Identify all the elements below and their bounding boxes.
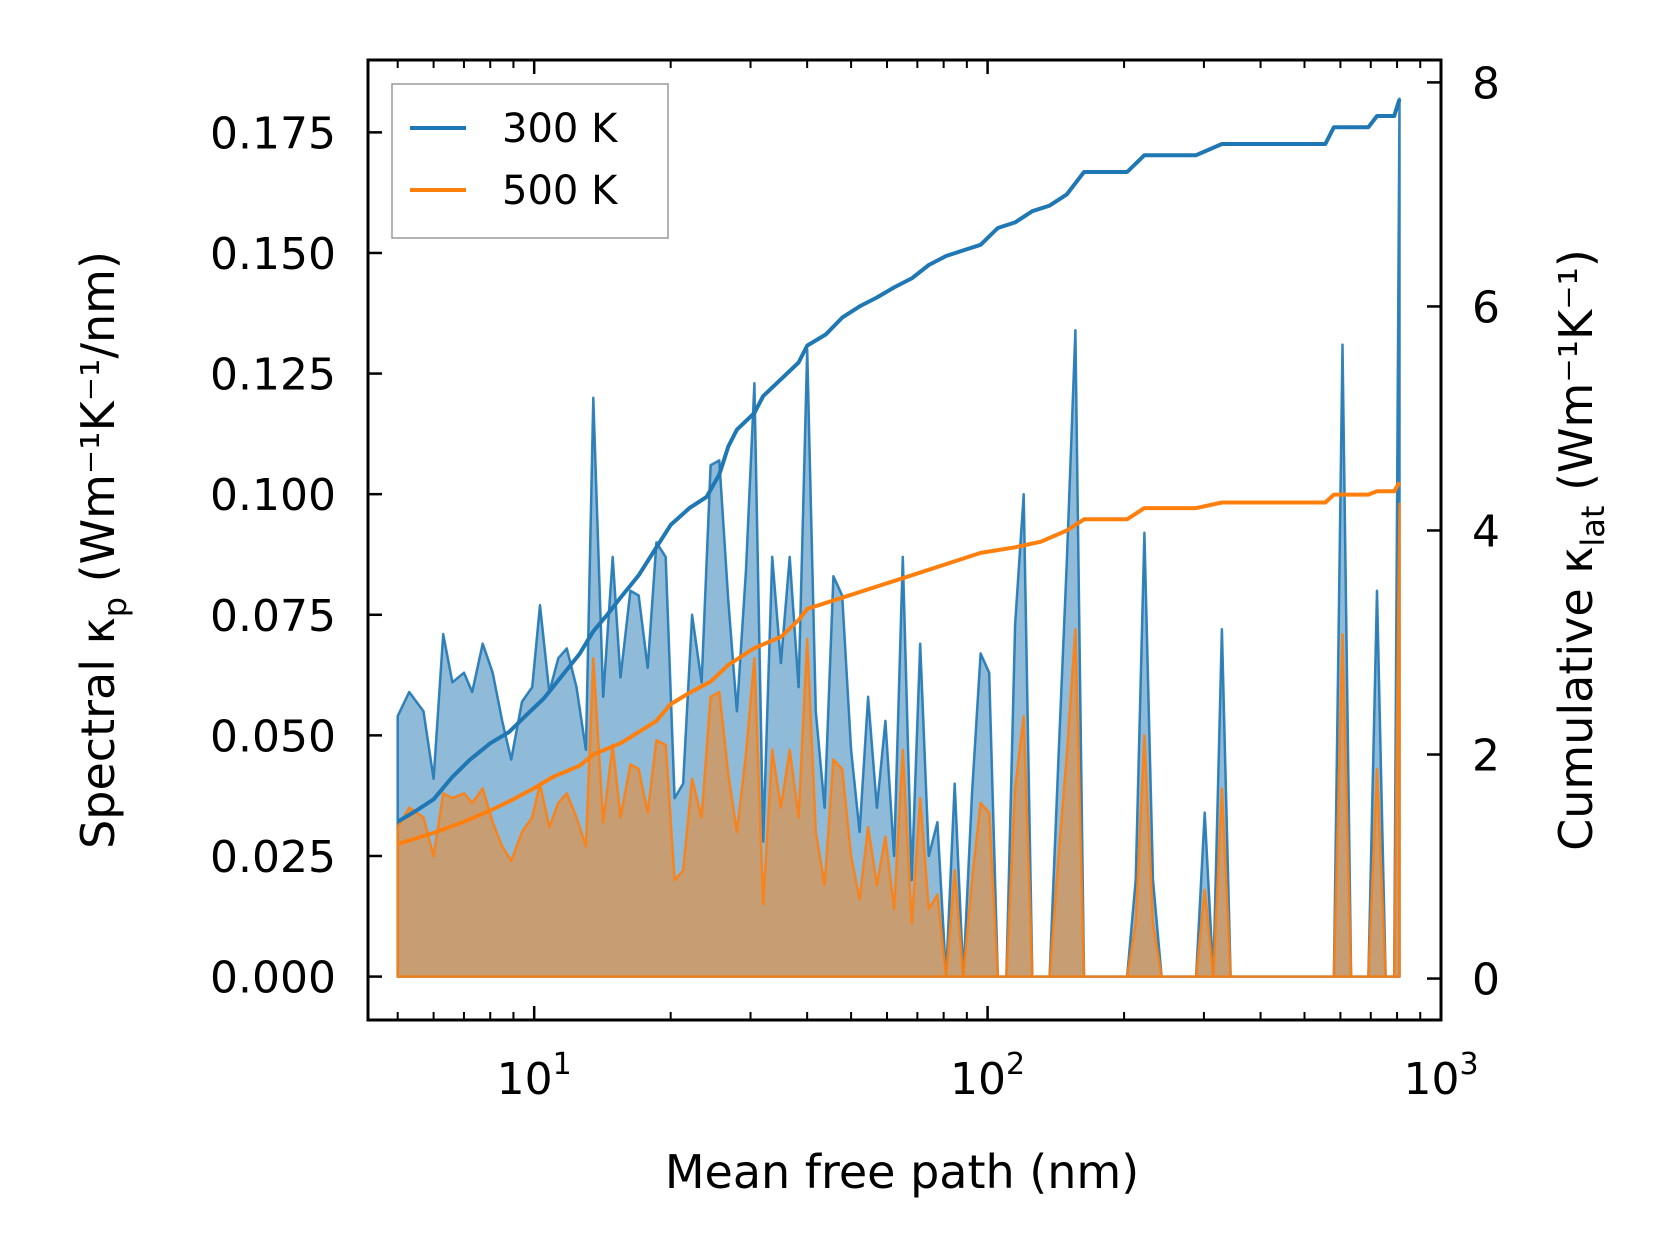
y-left-tick-label: 0.150 <box>210 229 336 280</box>
left-axis-title-main: Spectral κ <box>71 617 125 849</box>
y-right-tick-label: 8 <box>1472 58 1500 109</box>
cumulative-line-300k <box>396 98 1402 824</box>
y-left-tick-label: 0.025 <box>210 832 336 883</box>
left-axis-title-unit: (Wm⁻¹K⁻¹/nm) <box>71 251 125 597</box>
right-axis-title-unit: (Wm⁻¹K⁻¹) <box>1549 249 1603 505</box>
y-right-tick-label: 6 <box>1472 282 1500 333</box>
y-right-tick-label: 2 <box>1472 731 1500 782</box>
x-tick-label: 103 <box>1403 1047 1478 1105</box>
legend-box <box>391 83 669 239</box>
legend-label-300k: 300 K <box>502 106 619 152</box>
y-left-tick-label: 0.075 <box>210 591 336 642</box>
y-left-tick-label: 0.050 <box>210 711 336 762</box>
legend-label-500k: 500 K <box>502 168 619 214</box>
left-axis-title: Spectral κp (Wm⁻¹K⁻¹/nm) <box>71 251 134 849</box>
legend: 300 K 500 K <box>391 83 669 239</box>
left-axis-title-subscript: p <box>96 597 134 617</box>
right-axis-title-subscript: lat <box>1574 506 1612 547</box>
cumulative-line-500k <box>397 481 1402 847</box>
x-axis-title: Mean free path (nm) <box>665 1145 1139 1199</box>
tick-layer: 101 102 103 0.000 0.025 0.050 0.075 0.100 0.125 0… <box>210 58 1500 1105</box>
plot-frame <box>366 58 1443 1022</box>
spectral-fill-layer <box>396 97 1401 978</box>
y-left-tick-label: 0.000 <box>210 953 336 1004</box>
y-left-tick-label: 0.125 <box>210 350 336 401</box>
y-right-tick-label: 4 <box>1472 506 1500 557</box>
y-left-tick-label: 0.175 <box>210 108 336 159</box>
y-left-tick-label: 0.100 <box>210 470 336 521</box>
x-tick-label: 102 <box>950 1047 1025 1105</box>
line-layer <box>396 98 1402 847</box>
spectral-area-500k <box>396 502 1401 978</box>
y-right-tick-label: 0 <box>1472 955 1500 1006</box>
x-tick-label: 101 <box>497 1047 572 1105</box>
right-axis-title-main: Cumulative κ <box>1549 547 1603 851</box>
right-axis-title: Cumulative κlat (Wm⁻¹K⁻¹) <box>1549 249 1612 851</box>
